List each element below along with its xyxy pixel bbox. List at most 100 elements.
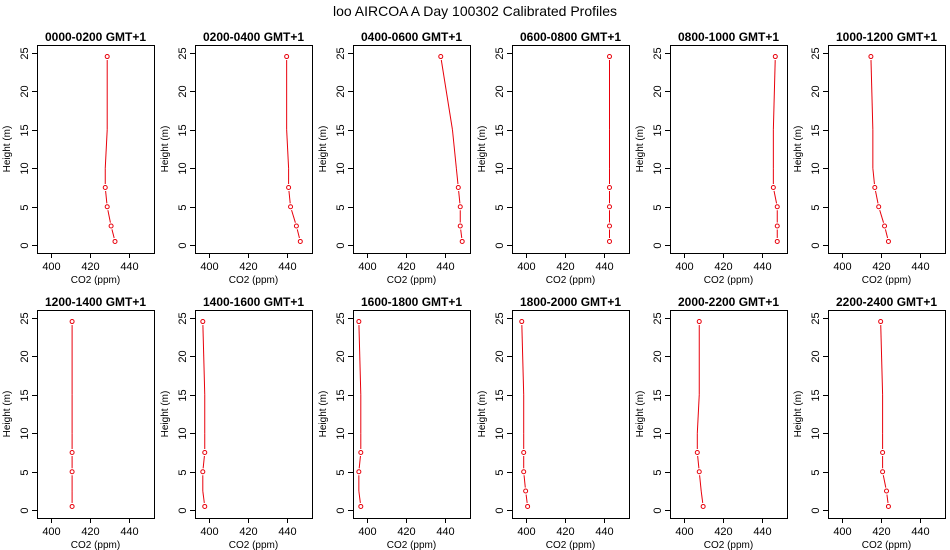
y-tick-label: 0 bbox=[652, 242, 664, 248]
y-tick-label: 5 bbox=[810, 469, 822, 475]
series-segment bbox=[886, 494, 889, 504]
data-point bbox=[885, 503, 891, 509]
panel-title: 2000-2200 GMT+1 bbox=[678, 295, 779, 309]
y-tick-label: 5 bbox=[494, 469, 506, 475]
series-segment bbox=[104, 129, 108, 169]
y-tick-label: 25 bbox=[652, 47, 664, 59]
y-tick-label: 25 bbox=[19, 312, 31, 324]
x-tick-label: 420 bbox=[556, 526, 574, 538]
y-tick-label: 5 bbox=[177, 469, 189, 475]
y-tick-label: 20 bbox=[810, 350, 822, 362]
data-point bbox=[69, 469, 75, 475]
y-tick-label: 25 bbox=[335, 312, 347, 324]
panel: 1600-1800 GMT+1 400 420 440 0 5 10 15 20 25 CO2 (p… bbox=[318, 295, 471, 550]
plot-frame bbox=[37, 45, 155, 254]
figure-title: loo AIRCOA A Day 100302 Calibrated Profi… bbox=[333, 3, 617, 19]
x-tick-label: 440 bbox=[595, 261, 613, 273]
y-tick-label: 0 bbox=[810, 242, 822, 248]
y-axis-label: Height (m) bbox=[477, 391, 488, 438]
x-axis-label: CO2 (ppm) bbox=[387, 540, 436, 550]
data-point bbox=[200, 319, 206, 325]
x-axis-label: CO2 (ppm) bbox=[704, 275, 753, 286]
panel: 0400-0600 GMT+1 400 420 440 0 5 10 15 20 25 CO2 (p… bbox=[318, 30, 471, 286]
series-segment bbox=[286, 129, 290, 169]
data-point bbox=[772, 54, 778, 60]
y-tick-label: 15 bbox=[177, 124, 189, 136]
data-point bbox=[882, 223, 888, 229]
data-point bbox=[607, 238, 612, 244]
plot-frame bbox=[353, 310, 471, 519]
series-segment bbox=[696, 394, 700, 434]
plot-frame bbox=[670, 310, 788, 519]
panel: 0600-0800 GMT+1 400 420 440 0 5 10 15 20 25 CO2 (p… bbox=[477, 30, 630, 286]
series-segment bbox=[525, 494, 528, 504]
x-tick-label: 400 bbox=[675, 526, 693, 538]
y-tick-label: 0 bbox=[335, 242, 347, 248]
x-axis-label: CO2 (ppm) bbox=[71, 540, 120, 550]
series-segment bbox=[451, 129, 457, 169]
panel-title: 1800-2000 GMT+1 bbox=[520, 295, 621, 309]
data-point bbox=[607, 54, 612, 60]
y-tick-label: 0 bbox=[177, 242, 189, 248]
plot-frame bbox=[195, 45, 313, 254]
plot-frame bbox=[353, 45, 471, 254]
y-axis-label: Height (m) bbox=[793, 391, 804, 438]
x-axis-label: CO2 (ppm) bbox=[387, 275, 436, 286]
y-tick-label: 5 bbox=[810, 204, 822, 210]
plot-frame bbox=[828, 310, 946, 519]
series-segment bbox=[460, 229, 463, 239]
y-tick-label: 10 bbox=[335, 162, 347, 174]
y-tick-label: 20 bbox=[19, 350, 31, 362]
series-segment bbox=[773, 190, 778, 204]
series-segment bbox=[697, 455, 700, 469]
series-segment bbox=[882, 475, 887, 488]
y-tick-label: 25 bbox=[335, 47, 347, 59]
panel: 0200-0400 GMT+1 400 420 440 0 5 10 15 20 25 CO2 (p… bbox=[160, 30, 313, 286]
series-segment bbox=[107, 210, 111, 223]
data-point bbox=[293, 223, 299, 229]
panel-title: 1000-1200 GMT+1 bbox=[836, 30, 937, 44]
y-tick-label: 20 bbox=[19, 85, 31, 97]
data-point bbox=[696, 319, 702, 325]
x-tick-label: 440 bbox=[436, 261, 454, 273]
data-point bbox=[459, 238, 465, 244]
y-tick-label: 10 bbox=[810, 162, 822, 174]
x-tick-label: 420 bbox=[397, 261, 415, 273]
panel-title: 0000-0200 GMT+1 bbox=[45, 30, 146, 44]
data-point bbox=[694, 450, 700, 456]
y-tick-label: 10 bbox=[494, 427, 506, 439]
data-point bbox=[104, 204, 110, 210]
y-tick-label: 20 bbox=[177, 85, 189, 97]
data-point bbox=[872, 185, 878, 191]
x-tick-label: 440 bbox=[278, 261, 296, 273]
data-point bbox=[297, 238, 303, 244]
panel-title: 1200-1400 GMT+1 bbox=[45, 295, 146, 309]
data-point bbox=[770, 185, 776, 191]
y-axis-label: Height (m) bbox=[160, 126, 171, 173]
panel: 1400-1600 GMT+1 400 420 440 0 5 10 15 20 25 CO2 (p… bbox=[160, 295, 313, 550]
y-tick-label: 25 bbox=[652, 312, 664, 324]
y-tick-label: 0 bbox=[494, 242, 506, 248]
plot-frame bbox=[195, 310, 313, 519]
y-tick-label: 10 bbox=[177, 162, 189, 174]
y-tick-label: 15 bbox=[19, 124, 31, 136]
data-point bbox=[774, 204, 780, 210]
data-point bbox=[774, 223, 780, 229]
y-tick-label: 15 bbox=[810, 389, 822, 401]
y-tick-label: 20 bbox=[810, 85, 822, 97]
data-point bbox=[69, 450, 75, 456]
x-axis-label: CO2 (ppm) bbox=[229, 540, 278, 550]
x-tick-label: 420 bbox=[397, 526, 415, 538]
x-tick-label: 420 bbox=[872, 526, 890, 538]
data-point bbox=[607, 185, 612, 191]
y-tick-label: 25 bbox=[177, 47, 189, 59]
data-point bbox=[523, 488, 529, 494]
series-segment bbox=[523, 475, 526, 488]
x-tick-label: 440 bbox=[120, 261, 138, 273]
y-tick-label: 10 bbox=[177, 427, 189, 439]
y-tick-label: 15 bbox=[652, 124, 664, 136]
series-segment bbox=[291, 209, 296, 223]
data-point bbox=[455, 185, 461, 191]
series-segment bbox=[288, 190, 291, 204]
y-tick-label: 5 bbox=[652, 204, 664, 210]
